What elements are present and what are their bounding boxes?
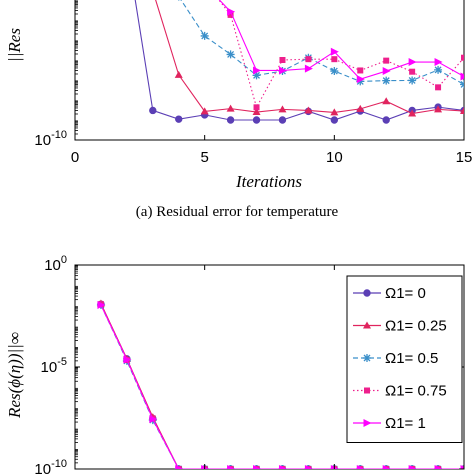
- panel-a-x-axis-label: Iterations: [235, 172, 302, 191]
- a-series-2-point-3: [174, 70, 183, 78]
- a-series-4-point-9: [409, 68, 416, 75]
- a-series-4-point-7: [357, 67, 364, 74]
- a-series-4-point-6: [331, 56, 338, 63]
- a-series-1-point-6: [252, 116, 261, 124]
- panel-a-caption: (a) Residual error for temperature: [136, 204, 339, 220]
- a-series-2-point-9: [330, 108, 339, 116]
- panel-a-ticks: 0 5 10 15 10-10: [34, 0, 472, 166]
- a-x-tick-label-4: 15: [456, 149, 473, 166]
- a-series-3-point-2: [200, 31, 209, 40]
- b-series-5-point-6: [227, 465, 236, 469]
- a-series-2-point-11: [382, 97, 391, 105]
- b-series-5-point-8: [278, 465, 287, 469]
- legend-swatch-marker-2: [363, 321, 371, 329]
- a-y-tick-label-1: 10-10: [34, 129, 67, 149]
- b-series-5-point-2: [123, 355, 132, 364]
- legend-swatch-marker-5: [363, 419, 372, 427]
- legend-swatch-marker-3: [363, 354, 371, 362]
- a-series-2-point-8: [304, 106, 313, 114]
- a-series-3-point-10: [408, 76, 417, 85]
- b-series-5-point-12: [382, 465, 391, 469]
- a-series-3-point-9: [382, 76, 391, 85]
- a-series-4-point-8: [383, 57, 390, 64]
- a-series-2-point-6: [252, 108, 261, 116]
- a-series-1-point-3: [175, 115, 183, 123]
- legend-entry-3: Ω1= 0.5: [385, 350, 438, 367]
- a-series-5-point-3: [253, 66, 262, 75]
- a-series-1-line: [134, 0, 464, 121]
- legend-entry-5: Ω1= 1: [385, 415, 426, 432]
- b-series-5-point-4: [175, 465, 184, 469]
- a-series-1-point-5: [226, 116, 235, 124]
- a-series-2-line: [155, 0, 464, 115]
- a-series-5-point-7: [356, 75, 365, 84]
- b-series-5-point-7: [253, 465, 262, 469]
- b-series-5-point-9: [304, 465, 313, 469]
- panel-b-series-layer: [96, 299, 464, 469]
- a-x-tick-label-2: 5: [200, 149, 208, 166]
- b-series-2-line: [100, 303, 464, 469]
- panel-b-legend: Ω1= 0 Ω1= 0.25 Ω1= 0.5 Ω1= 0.75 Ω1= 1: [346, 275, 463, 443]
- a-series-4-point-3: [253, 104, 260, 111]
- legend-entry-2: Ω1= 0.25: [385, 318, 447, 335]
- a-series-5-point-11: [460, 72, 464, 81]
- a-series-5-point-4: [278, 66, 287, 75]
- a-series-3-point-4: [252, 71, 261, 80]
- a-series-3-point-7: [330, 67, 339, 76]
- a-x-tick-label-3: 10: [326, 149, 343, 166]
- panel-b-ticks: 100 10-5 10-10: [34, 254, 465, 474]
- a-series-4-point-4: [279, 57, 286, 63]
- a-series-2-point-10: [356, 104, 365, 112]
- b-series-5-point-3: [149, 415, 158, 424]
- a-series-4-point-2: [227, 11, 234, 18]
- a-series-2-point-12: [408, 109, 417, 117]
- a-series-3-point-3: [226, 50, 235, 59]
- panel-a-residual-temperature: 0 5 10 15 10-10 ||Res Iterations (a) Residua…: [5, 0, 472, 220]
- b-series-5-point-14: [434, 465, 443, 469]
- a-series-4-point-11: [461, 54, 464, 61]
- panel-b-y-axis-label: Res(ϕ(η))||∞: [5, 332, 24, 419]
- b-series-5-point-15: [460, 465, 464, 469]
- a-x-tick-label-1: 0: [71, 149, 79, 166]
- a-series-2-point-7: [278, 105, 287, 113]
- a-series-5-point-2: [227, 7, 236, 16]
- legend-swatch-marker-1: [363, 289, 371, 297]
- a-series-2-point-14: [460, 107, 464, 115]
- a-series-3-line: [180, 0, 464, 85]
- a-series-1-point-7: [278, 116, 287, 124]
- b-series-5-point-13: [408, 465, 417, 469]
- a-series-5-point-9: [408, 58, 417, 67]
- a-series-5-point-10: [434, 58, 443, 67]
- b-y-tick-label-3: 10-10: [34, 458, 67, 474]
- legend-swatch-marker-4: [364, 387, 370, 394]
- legend-entry-1: Ω1= 0: [385, 285, 426, 302]
- a-series-2-point-13: [434, 105, 443, 113]
- a-series-2-point-4: [200, 107, 209, 115]
- a-series-1-point-2: [149, 106, 157, 115]
- a-series-3-point-11: [434, 65, 443, 74]
- a-series-1-point-9: [330, 116, 339, 124]
- b-series-5-point-11: [356, 465, 365, 469]
- a-series-3-point-12: [460, 80, 464, 89]
- panel-a-series-layer: [134, 0, 464, 124]
- legend-entry-4: Ω1= 0.75: [385, 383, 447, 400]
- a-series-5-point-6: [330, 47, 339, 56]
- a-series-4-point-10: [435, 84, 442, 91]
- panel-a-y-axis-label: ||Res: [5, 28, 24, 62]
- a-series-2-point-5: [226, 104, 235, 112]
- a-series-5-point-8: [382, 67, 391, 76]
- b-series-5-line: [100, 304, 464, 469]
- a-series-4-point-5: [305, 56, 312, 63]
- b-series-5-point-1: [97, 300, 106, 309]
- a-series-5-point-5: [304, 64, 313, 73]
- b-y-tick-label-1: 100: [44, 254, 67, 274]
- b-y-tick-label-2: 10-5: [41, 356, 67, 376]
- a-series-1-point-11: [382, 116, 390, 124]
